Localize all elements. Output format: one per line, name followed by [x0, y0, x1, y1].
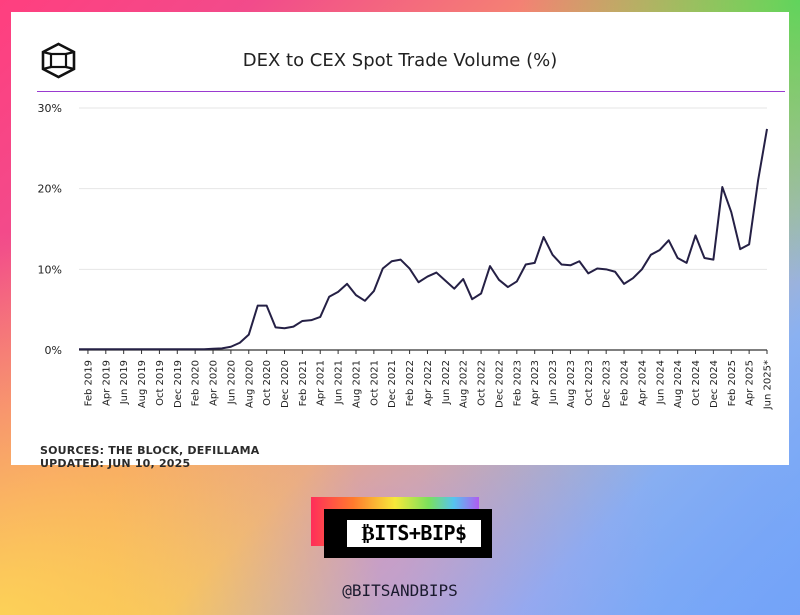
x-tick-label: Apr 2025 — [745, 360, 756, 406]
y-axis-labels: 0% 10% 20% 30% — [38, 102, 62, 357]
x-tick-label: Aug 2019 — [137, 360, 148, 408]
x-tick-label: Dec 2024 — [709, 360, 720, 408]
sources-text: SOURCES: THE BLOCK, DEFILLAMA — [40, 444, 260, 457]
y-tick-label: 0% — [45, 344, 62, 357]
sources-note: SOURCES: THE BLOCK, DEFILLAMA UPDATED: J… — [40, 444, 259, 470]
the-block-cube-logo-icon — [41, 42, 76, 79]
x-tick-label: Aug 2022 — [459, 360, 470, 408]
title-divider — [37, 91, 785, 92]
brand-logo: ₿ITS+BIP$ — [311, 497, 492, 558]
x-tick-label: Feb 2025 — [727, 360, 738, 406]
x-tick-label: Oct 2022 — [477, 360, 488, 406]
x-tick-label: Aug 2021 — [351, 360, 362, 408]
x-tick-label: Dec 2020 — [280, 360, 291, 408]
x-tick-label: Dec 2023 — [602, 360, 613, 408]
x-tick-label: Apr 2019 — [101, 360, 112, 406]
updated-text: UPDATED: JUN 10, 2025 — [40, 457, 191, 470]
x-tick-label: Aug 2023 — [566, 360, 577, 408]
x-tick-label: Oct 2024 — [691, 360, 702, 406]
x-tick-label: Jun 2023 — [548, 360, 559, 405]
x-tick-label: Aug 2020 — [244, 360, 255, 408]
x-tick-label: Oct 2023 — [584, 360, 595, 406]
chart-title: DEX to CEX Spot Trade Volume (%) — [242, 50, 558, 71]
brand-logo-text: ₿ITS+BIP$ — [344, 517, 484, 550]
y-tick-label: 20% — [38, 183, 62, 196]
x-tick-label: Apr 2022 — [423, 360, 434, 406]
social-handle: @BITSANDBIPS — [342, 581, 458, 600]
brand-logo-black-block: ₿ITS+BIP$ — [324, 509, 492, 558]
y-tick-label: 30% — [38, 102, 62, 115]
x-tick-label: Apr 2024 — [637, 360, 648, 406]
y-tick-label: 10% — [38, 263, 62, 276]
x-tick-label: Feb 2024 — [620, 360, 631, 406]
grid-layer — [79, 107, 767, 351]
x-axis-labels: Feb 2019 Apr 2019 Jun 2019 Aug 2019 Oct 2019… — [83, 350, 774, 410]
x-tick-label: Feb 2023 — [512, 360, 523, 406]
x-tick-label: Apr 2021 — [316, 360, 327, 406]
x-tick-label: Jun 2024 — [655, 360, 666, 405]
x-tick-label: Feb 2020 — [191, 360, 202, 406]
x-tick-label: Jun 2025* — [763, 360, 774, 410]
x-tick-label: Jun 2020 — [226, 360, 237, 405]
line-chart: 0% 10% 20% 30% Feb 2019 Apr 2019 Jun 2019 Aug … — [38, 102, 774, 410]
x-tick-label: Oct 2019 — [155, 360, 166, 406]
x-tick-label: Feb 2019 — [83, 360, 94, 406]
x-tick-label: Apr 2020 — [209, 360, 220, 406]
x-tick-label: Oct 2021 — [369, 360, 380, 406]
x-tick-label: Feb 2021 — [298, 360, 309, 406]
series-line — [79, 128, 768, 351]
x-tick-label: Dec 2022 — [494, 360, 505, 408]
x-tick-label: Jun 2022 — [441, 360, 452, 405]
x-tick-label: Jun 2021 — [334, 360, 345, 405]
x-tick-label: Dec 2021 — [387, 360, 398, 408]
chart-card: DEX to CEX Spot Trade Volume (%) 0% 10% 20… — [11, 12, 789, 470]
x-tick-label: Apr 2023 — [530, 360, 541, 406]
series-layer — [79, 128, 768, 351]
x-tick-label: Feb 2022 — [405, 360, 416, 406]
x-tick-label: Aug 2024 — [673, 360, 684, 408]
x-tick-label: Dec 2019 — [173, 360, 184, 408]
x-tick-label: Jun 2019 — [119, 360, 130, 405]
x-tick-label: Oct 2020 — [262, 360, 273, 406]
